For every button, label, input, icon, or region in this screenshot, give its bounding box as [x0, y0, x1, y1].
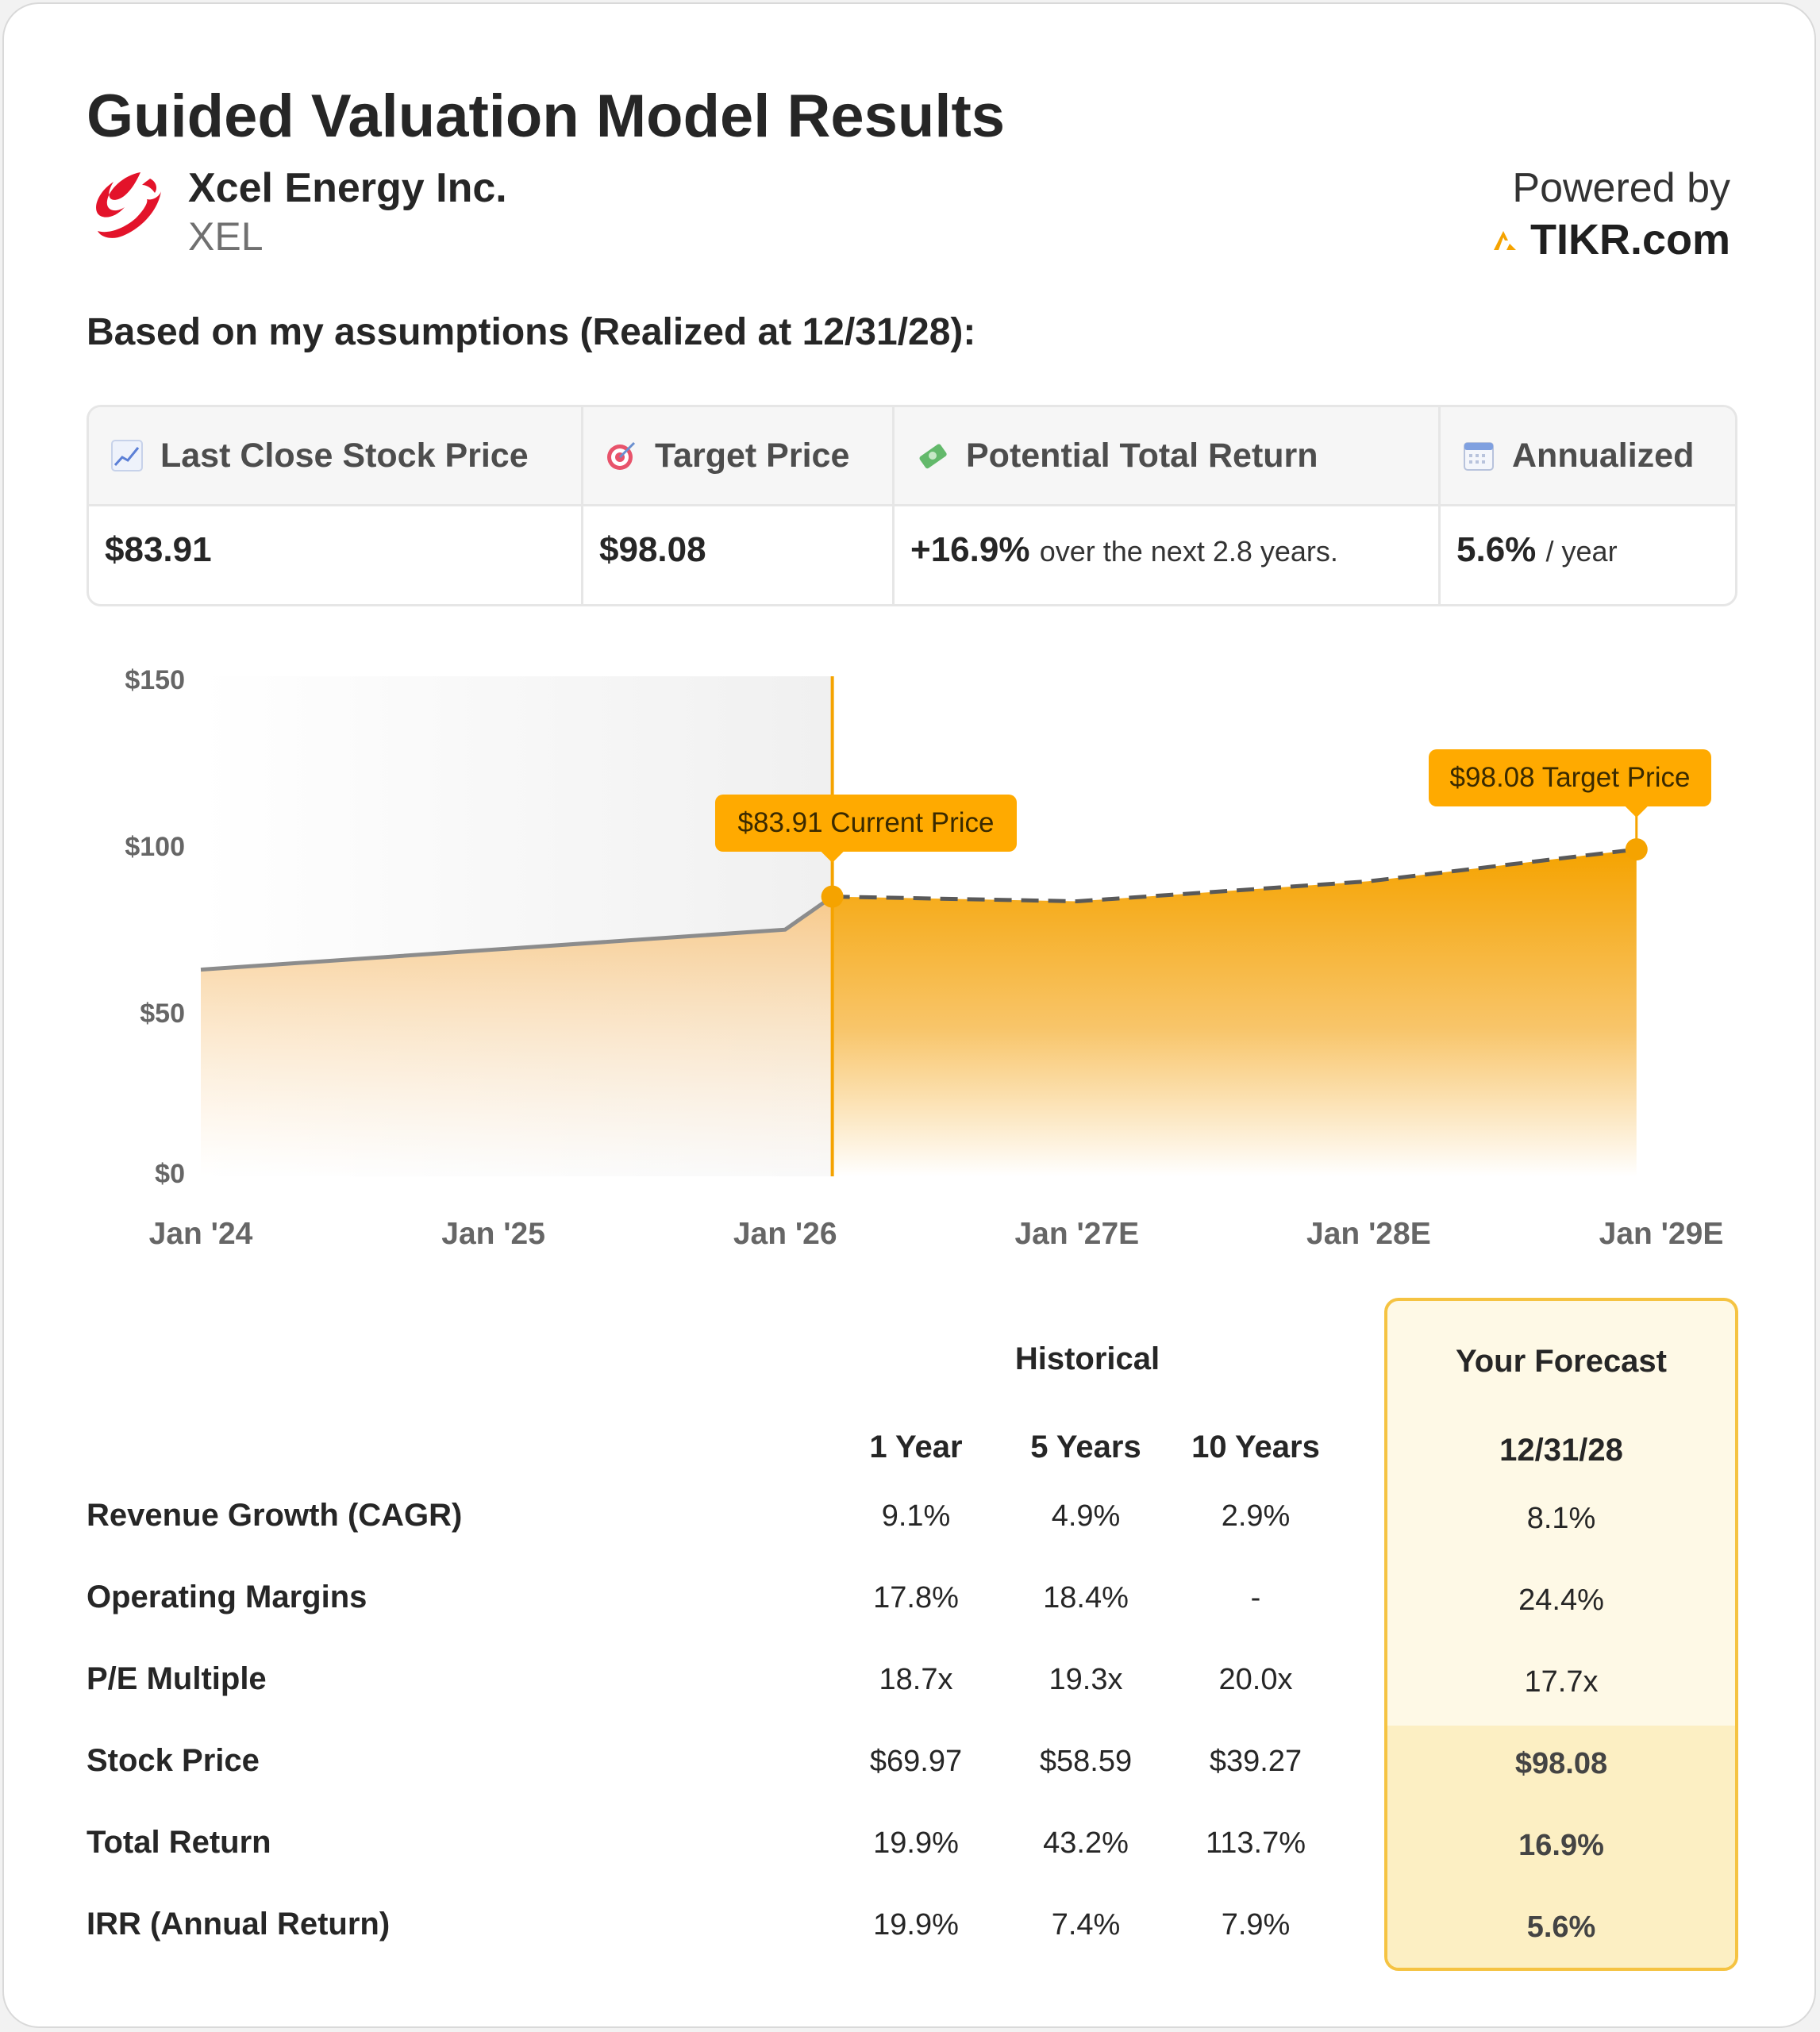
table-cell: 19.9%	[873, 1908, 959, 1942]
current-price-box	[715, 795, 1017, 852]
company-name: Xcel Energy Inc.	[188, 165, 507, 211]
forecast-cell: 8.1%	[1526, 1502, 1596, 1535]
x-tick-label: Jan '27E	[1014, 1217, 1139, 1251]
table-cell: 4.9%	[1051, 1499, 1121, 1533]
forecast-header: Your Forecast	[1456, 1344, 1667, 1379]
table-cell: 113.7%	[1205, 1826, 1306, 1860]
x-tick-label: Jan '24	[149, 1217, 253, 1251]
summary-header: Potential Total Return	[895, 407, 1438, 506]
forecast-highlight	[1387, 1726, 1735, 1968]
forecast-area	[832, 849, 1637, 1176]
col-10-years: 10 Years	[1191, 1430, 1320, 1464]
x-tick-label: Jan '28E	[1306, 1217, 1431, 1251]
table-cell: -	[1250, 1581, 1261, 1614]
summary-col-target: Target Price $98.08	[583, 407, 895, 604]
forecast-cell: 16.9%	[1518, 1829, 1604, 1862]
x-tick-label: Jan '29E	[1599, 1217, 1724, 1251]
table-cell: 9.1%	[881, 1499, 951, 1533]
page-title: Guided Valuation Model Results	[87, 83, 1006, 150]
forecast-line	[832, 847, 1637, 904]
table-cell: 18.7x	[879, 1663, 953, 1696]
table-cell: 2.9%	[1221, 1499, 1291, 1533]
table-cell: $69.97	[869, 1745, 963, 1778]
table-cell: 20.0x	[1218, 1663, 1293, 1696]
forecast-cell: 17.7x	[1524, 1665, 1599, 1699]
target-price-box	[1429, 749, 1711, 806]
y-tick-label: $150	[125, 665, 185, 695]
forecast-date: 12/31/28	[1499, 1433, 1623, 1468]
table-cell: 19.9%	[873, 1826, 959, 1860]
powered-by-label: Powered by	[1512, 165, 1730, 211]
last-close-value: $83.91	[105, 530, 212, 569]
col-1-year: 1 Year	[869, 1430, 963, 1464]
table-cell: 43.2%	[1043, 1826, 1129, 1860]
y-tick-label: $100	[125, 832, 185, 862]
tikr-brand-link[interactable]: TIKR.com	[1492, 215, 1730, 264]
row-label: IRR (Annual Return)	[87, 1907, 391, 1942]
summary-col-total-return: Potential Total Return +16.9% over the n…	[895, 407, 1441, 604]
row-label: P/E Multiple	[87, 1661, 267, 1696]
target-icon	[607, 441, 636, 470]
xcel-logo-icon	[96, 172, 161, 238]
summary-header: Annualized	[1441, 407, 1735, 506]
table-cell: 17.8%	[873, 1581, 959, 1614]
annualized-value: 5.6% / year	[1456, 530, 1618, 569]
summary-table: Last Close Stock Price $83.91 Target Pri…	[87, 405, 1737, 606]
summary-col-last-close: Last Close Stock Price $83.91	[89, 407, 583, 604]
row-label: Total Return	[87, 1825, 271, 1860]
col-5-years: 5 Years	[1030, 1430, 1141, 1464]
table-cell: 19.3x	[1049, 1663, 1123, 1696]
forecast-cell: $98.08	[1514, 1747, 1608, 1780]
target-price-label: $98.08 Target Price	[1450, 762, 1691, 793]
forecast-cell: 5.6%	[1526, 1911, 1596, 1944]
target-price-value: $98.08	[599, 530, 706, 569]
forecast-panel	[1384, 1298, 1738, 1971]
row-label: Stock Price	[87, 1743, 260, 1778]
historical-line	[200, 895, 834, 972]
money-icon	[919, 444, 947, 469]
chart-increasing-icon	[111, 440, 143, 471]
table-cell: $39.27	[1209, 1745, 1302, 1778]
table-cell: 7.4%	[1051, 1908, 1121, 1942]
historical-area	[201, 896, 833, 1176]
table-cell: 7.9%	[1221, 1908, 1291, 1942]
summary-header: Last Close Stock Price	[89, 407, 581, 506]
company-ticker: XEL	[188, 214, 264, 259]
summary-header: Target Price	[583, 407, 892, 506]
table-cell: 18.4%	[1043, 1581, 1129, 1614]
y-tick-label: $0	[155, 1159, 185, 1189]
row-label: Revenue Growth (CAGR)	[87, 1498, 463, 1533]
target-price-point	[1625, 838, 1648, 861]
forecast-cell: 24.4%	[1518, 1584, 1604, 1617]
current-price-label: $83.91 Current Price	[738, 807, 995, 838]
assumptions-heading: Based on my assumptions (Realized at 12/…	[87, 311, 976, 353]
y-tick-label: $50	[140, 999, 185, 1029]
total-return-value: +16.9% over the next 2.8 years.	[910, 530, 1338, 569]
current-price-point	[821, 885, 844, 908]
calendar-icon	[1464, 442, 1494, 471]
x-tick-label: Jan '26	[733, 1217, 837, 1251]
table-cell: $58.59	[1039, 1745, 1133, 1778]
historical-header: Historical	[1014, 1341, 1160, 1376]
price-chart: $150 $100 $50 $0 Jan '24 Jan '25 Jan '26 Jan '…	[125, 665, 1724, 1251]
x-tick-label: Jan '25	[441, 1217, 545, 1251]
tikr-brand-text: TIKR.com	[1529, 216, 1730, 264]
tikr-logo-icon	[1493, 231, 1516, 250]
row-label: Operating Margins	[87, 1580, 367, 1614]
summary-col-annualized: Annualized 5.6% / year	[1441, 407, 1735, 604]
